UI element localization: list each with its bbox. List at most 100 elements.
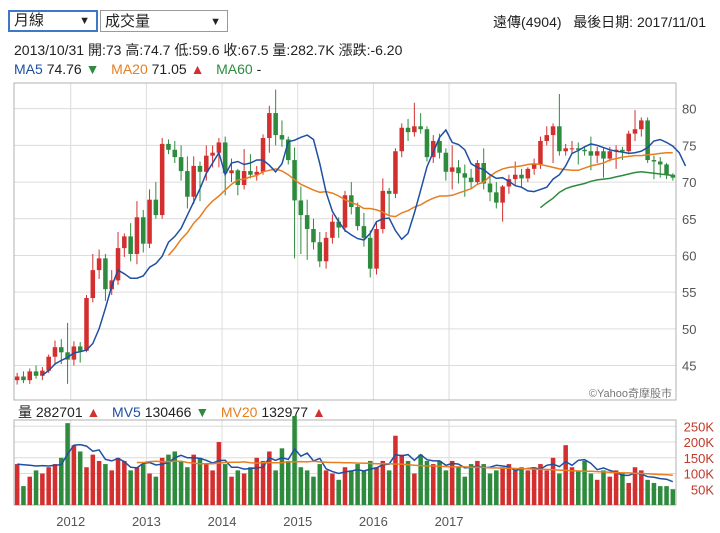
candle-body: [59, 347, 64, 353]
candle-body: [96, 258, 102, 271]
volume-bar: [285, 460, 291, 505]
chevron-down-icon: ▼: [210, 16, 221, 28]
volume-bar: [90, 454, 96, 505]
candle-body: [166, 143, 171, 150]
candle-body: [361, 226, 367, 238]
volume-bar: [172, 451, 178, 505]
ma60-value: -: [256, 61, 262, 77]
change-label: 漲跌:: [338, 42, 371, 58]
candle-body: [355, 207, 360, 227]
volume-bar: [59, 457, 64, 505]
candle-body: [594, 151, 600, 156]
volume-bar: [222, 464, 228, 505]
volume-bar: [563, 445, 568, 505]
candle-body: [330, 221, 335, 238]
volume-bar: [241, 473, 247, 505]
price-grid: [14, 83, 676, 400]
close-value: 67.5: [241, 42, 269, 58]
volume-bar: [620, 473, 625, 505]
volume-bar: [601, 470, 606, 505]
volume-bar: [355, 464, 360, 505]
year-tick-label: 2015: [283, 514, 312, 529]
volume-bar: [235, 470, 241, 505]
candle-body: [140, 217, 146, 244]
mv5-value: 130466: [144, 404, 192, 420]
volume-bar: [273, 470, 278, 505]
price-tick-label: 55: [682, 285, 696, 300]
volume-bar: [96, 460, 102, 505]
volume-bar: [298, 467, 304, 505]
volume-legend-value: 282701: [35, 404, 83, 420]
open-value: 73: [105, 42, 122, 58]
ma5-label: MA5: [14, 61, 43, 77]
candle-body: [349, 195, 354, 208]
volume-bar: [576, 470, 581, 505]
candle-body: [512, 174, 518, 180]
candle-body: [122, 236, 127, 249]
chevron-down-icon: ▼: [79, 15, 90, 27]
candle-body: [645, 120, 650, 161]
volume-bar: [664, 486, 669, 505]
volume-bar: [468, 464, 474, 505]
candle-body: [311, 229, 316, 243]
volume-bar: [449, 460, 455, 505]
volume-bar: [260, 460, 266, 505]
volume-bar: [500, 467, 505, 505]
volume-bar: [77, 451, 83, 505]
candle-body: [437, 140, 442, 153]
volume-bar: [349, 470, 354, 505]
period-select[interactable]: 月線 ▼: [8, 10, 98, 32]
indicator-select[interactable]: 成交量 ▼: [100, 10, 228, 32]
candle-body: [430, 140, 436, 158]
candle-body: [229, 170, 234, 174]
candle-body: [639, 120, 644, 130]
volume-bar: [304, 470, 310, 505]
candle-body: [620, 149, 625, 152]
candle-body: [260, 138, 266, 172]
candle-body: [317, 242, 323, 262]
price-tick-label: 70: [682, 175, 696, 190]
mv-lines: [17, 443, 674, 483]
ma-lines: [41, 128, 687, 376]
volume-bar: [494, 470, 499, 505]
candle-body: [481, 162, 486, 184]
candle-body: [582, 149, 587, 152]
candle-body: [147, 199, 152, 244]
volume-bar: [456, 467, 461, 505]
year-tick-label: 2013: [132, 514, 161, 529]
candle-body: [506, 179, 512, 187]
volume-bar: [159, 457, 165, 505]
volume-bar: [204, 464, 209, 505]
volume-bar: [21, 486, 26, 505]
low-value: 59.6: [192, 42, 220, 58]
volume-bar: [342, 467, 348, 505]
volume-bar: [103, 464, 108, 505]
price-tick-label: 75: [682, 138, 696, 153]
volume-bars: [14, 415, 676, 505]
volume-bar: [71, 445, 77, 505]
volume-bar: [153, 476, 159, 505]
volume-bar: [412, 473, 417, 505]
volume-bar: [216, 442, 222, 505]
candle-body: [601, 151, 606, 159]
volume-bar: [311, 476, 316, 505]
high-value: 74.7: [143, 42, 171, 58]
volume-bar: [134, 467, 140, 505]
ma60-line: [539, 171, 673, 209]
volume-bar: [481, 464, 486, 505]
year-tick-label: 2017: [435, 514, 464, 529]
candle-body: [443, 152, 449, 172]
volume-bar: [128, 470, 133, 505]
candle-body: [273, 113, 278, 136]
candle-body: [40, 370, 45, 376]
candle-body: [557, 126, 562, 152]
mv20-line: [136, 460, 673, 476]
volume-bar: [317, 464, 323, 505]
volume-bar: [84, 467, 89, 505]
candle-body: [399, 127, 405, 152]
candle-body: [519, 174, 524, 179]
candle-body: [550, 126, 556, 136]
volume-bar: [632, 467, 638, 505]
price-frame: [13, 82, 677, 401]
